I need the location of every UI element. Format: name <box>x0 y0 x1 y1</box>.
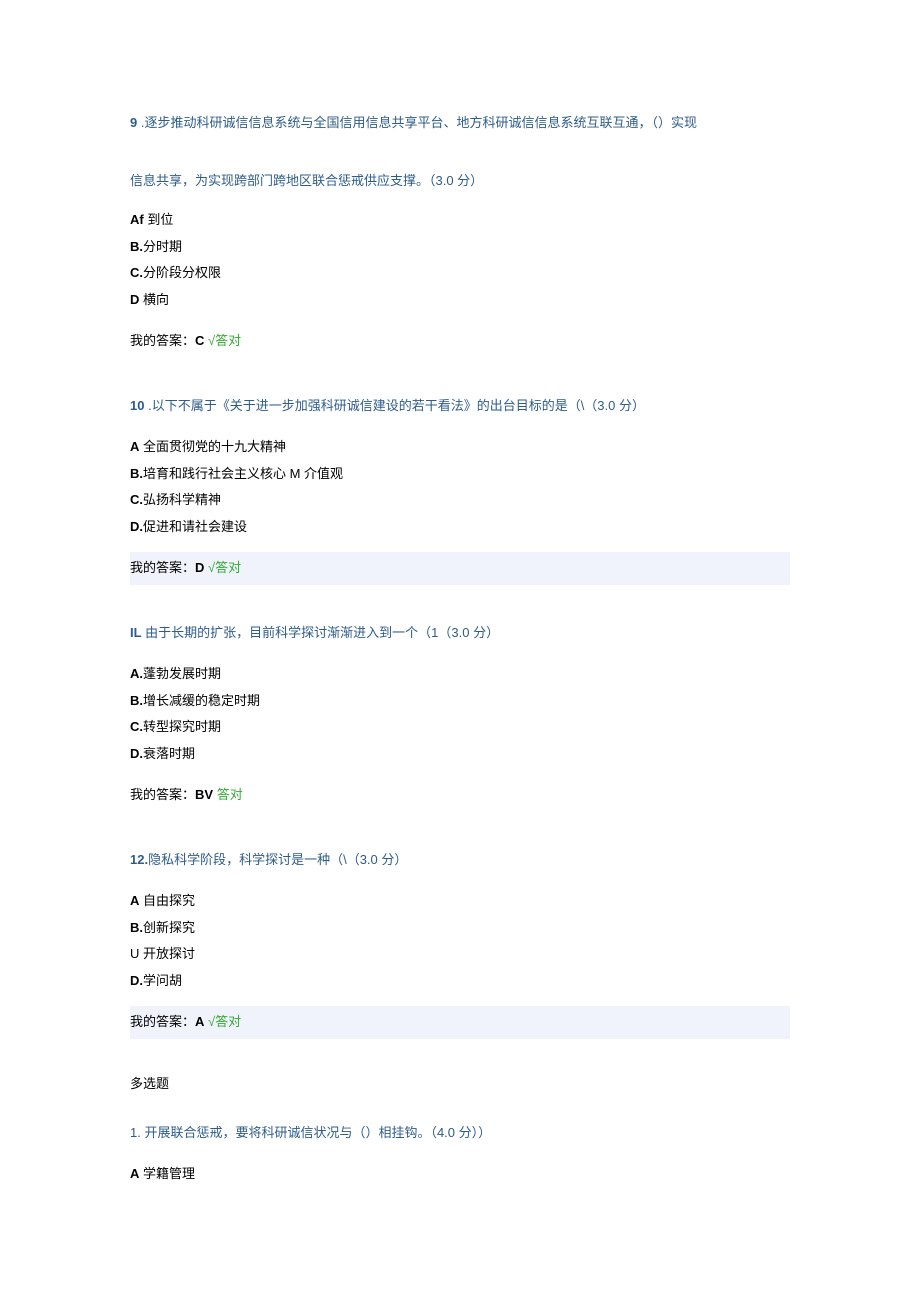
option-a: A 学籍管理 <box>130 1164 790 1185</box>
question-text-line1: .以下不属于《关于进一步加强科研诚信建设的若干看法》的出台目标的是（\（3.0 … <box>144 398 645 413</box>
check-icon: √ <box>204 1014 215 1029</box>
option-text: 分时期 <box>143 239 182 254</box>
question-12: 12.隐私科学阶段，科学探讨是一种（\（3.0 分） A 自由探究 B.创新探究… <box>130 847 790 1039</box>
multi-question-1: 1. 开展联合惩戒，要将科研诚信状况与（）相挂钩。（4.0 分）） A 学籍管理 <box>130 1120 790 1185</box>
answer-status: 答对 <box>215 560 241 575</box>
answer-value: C <box>195 333 204 348</box>
option-label: B. <box>130 239 143 254</box>
option-text: 全面贯彻党的十九大精神 <box>139 439 286 454</box>
option-label: U <box>130 946 139 961</box>
option-label: D. <box>130 973 143 988</box>
option-text: 到位 <box>144 212 174 227</box>
option-label: C. <box>130 265 143 280</box>
option-label: B. <box>130 920 143 935</box>
option-a: A 自由探究 <box>130 891 790 912</box>
option-label: D. <box>130 519 143 534</box>
option-text: 横向 <box>139 292 169 307</box>
option-label: Af <box>130 212 144 227</box>
question-number: IL <box>130 625 142 640</box>
option-label: D <box>130 292 139 307</box>
option-c: C.转型探究时期 <box>130 717 790 738</box>
option-label: C. <box>130 492 143 507</box>
answer-row: 我的答案：D √答对 <box>130 552 790 585</box>
option-label: B. <box>130 466 143 481</box>
option-a: Af 到位 <box>130 210 790 231</box>
option-text: 促进和请社会建设 <box>143 519 247 534</box>
answer-row: 我的答案：BV 答对 <box>130 779 790 812</box>
answer-prefix: 我的答案： <box>130 333 195 348</box>
option-label: A <box>130 439 139 454</box>
question-text-line1: .逐步推动科研诚信信息系统与全国信用信息共享平台、地方科研诚信信息系统互联互通，… <box>137 115 697 130</box>
answer-value: BV <box>195 787 213 802</box>
option-text: 弘扬科学精神 <box>143 492 221 507</box>
option-c: C.弘扬科学精神 <box>130 490 790 511</box>
option-text: 分阶段分权限 <box>143 265 221 280</box>
option-label: D. <box>130 746 143 761</box>
question-text: 开展联合惩戒，要将科研诚信状况与（）相挂钩。（4.0 分）） <box>141 1125 491 1140</box>
option-b: B.增长减缓的稳定时期 <box>130 691 790 712</box>
question-title: IL 由于长期的扩张，目前科学探讨渐渐进入到一个（1（3.0 分） <box>130 620 790 646</box>
question-title: 12.隐私科学阶段，科学探讨是一种（\（3.0 分） <box>130 847 790 873</box>
answer-prefix: 我的答案： <box>130 1014 195 1029</box>
option-label: B. <box>130 693 143 708</box>
answer-status: 答对 <box>217 787 243 802</box>
question-text-line2: 信息共享，为实现跨部门跨地区联合惩戒供应支撑。（3.0 分） <box>130 171 790 192</box>
option-a: A.蓬勃发展时期 <box>130 664 790 685</box>
question-number: 1. <box>130 1125 141 1140</box>
answer-value: D <box>195 560 204 575</box>
question-text-line1: 隐私科学阶段，科学探讨是一种（\（3.0 分） <box>148 852 407 867</box>
option-text: 培育和践行社会主义核心 M 介值观 <box>143 466 343 481</box>
option-d: D.促进和请社会建设 <box>130 517 790 538</box>
section-header-multichoice: 多选题 <box>130 1074 790 1095</box>
option-c: C.分阶段分权限 <box>130 263 790 284</box>
option-b: B.分时期 <box>130 237 790 258</box>
option-text: 转型探究时期 <box>143 719 221 734</box>
option-d: D 横向 <box>130 290 790 311</box>
question-number: 10 <box>130 398 144 413</box>
question-text-line1: 由于长期的扩张，目前科学探讨渐渐进入到一个（1（3.0 分） <box>142 625 500 640</box>
answer-prefix: 我的答案： <box>130 787 195 802</box>
question-title: 10 .以下不属于《关于进一步加强科研诚信建设的若干看法》的出台目标的是（\（3… <box>130 393 790 419</box>
option-label: A <box>130 1166 139 1181</box>
option-d: D.学问胡 <box>130 971 790 992</box>
option-d: D.衰落时期 <box>130 744 790 765</box>
question-title: 9 .逐步推动科研诚信信息系统与全国信用信息共享平台、地方科研诚信信息系统互联互… <box>130 110 790 136</box>
option-label: A. <box>130 666 143 681</box>
check-icon: √ <box>204 333 215 348</box>
answer-row: 我的答案：C √答对 <box>130 325 790 358</box>
option-text: 自由探究 <box>139 893 195 908</box>
answer-row: 我的答案：A √答对 <box>130 1006 790 1039</box>
answer-status: 答对 <box>215 333 241 348</box>
option-b: B.创新探究 <box>130 918 790 939</box>
question-number: 12. <box>130 852 148 867</box>
check-icon: √ <box>204 560 215 575</box>
option-text: 蓬勃发展时期 <box>143 666 221 681</box>
option-text: 创新探究 <box>143 920 195 935</box>
option-label: C. <box>130 719 143 734</box>
answer-prefix: 我的答案： <box>130 560 195 575</box>
option-label: A <box>130 893 139 908</box>
option-text: 增长减缓的稳定时期 <box>143 693 260 708</box>
question-10: 10 .以下不属于《关于进一步加强科研诚信建设的若干看法》的出台目标的是（\（3… <box>130 393 790 585</box>
option-text: 学籍管理 <box>139 1166 195 1181</box>
option-c: U 开放探讨 <box>130 944 790 965</box>
answer-value: A <box>195 1014 204 1029</box>
option-text: 学问胡 <box>143 973 182 988</box>
option-b: B.培育和践行社会主义核心 M 介值观 <box>130 464 790 485</box>
option-text: 衰落时期 <box>143 746 195 761</box>
option-a: A 全面贯彻党的十九大精神 <box>130 437 790 458</box>
answer-status: 答对 <box>215 1014 241 1029</box>
question-9: 9 .逐步推动科研诚信信息系统与全国信用信息共享平台、地方科研诚信信息系统互联互… <box>130 110 790 358</box>
option-text: 开放探讨 <box>139 946 195 961</box>
question-11: IL 由于长期的扩张，目前科学探讨渐渐进入到一个（1（3.0 分） A.蓬勃发展… <box>130 620 790 812</box>
question-title: 1. 开展联合惩戒，要将科研诚信状况与（）相挂钩。（4.0 分）） <box>130 1120 790 1146</box>
